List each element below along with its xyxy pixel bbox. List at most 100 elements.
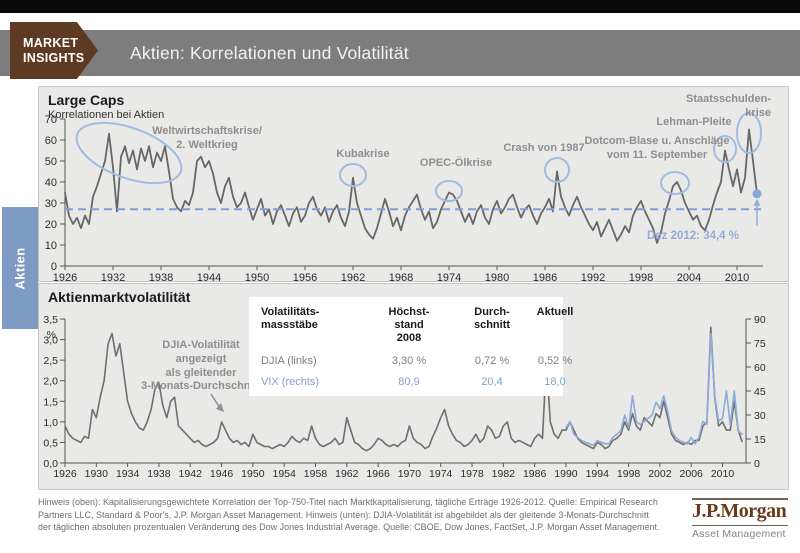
annotation-weltwirtschaftskrise: Weltwirtschaftskrise/ 2. Weltkrieg <box>152 125 262 151</box>
svg-text:1974: 1974 <box>429 468 453 480</box>
svg-text:1994: 1994 <box>586 468 610 480</box>
table-header-cell: Höchst- stand 2008 <box>388 306 430 345</box>
cell-value: 0,52 % <box>537 354 573 367</box>
logo-wordmark: J.P.Morgan <box>692 498 788 526</box>
market-insights-badge: MARKET INSIGHTS <box>10 22 98 79</box>
crisis-ellipse <box>713 135 737 163</box>
svg-text:1998: 1998 <box>629 272 653 283</box>
page-title: Aktien: Korrelationen und Volatilität <box>130 43 409 63</box>
annotation-staatsschulden: Staatsschulden- krise <box>686 93 771 119</box>
table-header-cell: Durch- schnitt <box>473 306 511 332</box>
crisis-ellipse <box>544 157 570 183</box>
svg-text:1,0: 1,0 <box>43 417 58 429</box>
svg-text:1944: 1944 <box>197 272 221 283</box>
logo-subtitle: Asset Management <box>692 528 786 540</box>
table-header-row: Volatilitäts- massstäbe Höchst- stand 20… <box>261 306 573 346</box>
svg-text:3,0: 3,0 <box>43 335 58 347</box>
row-label: VIX (rechts) <box>261 375 320 388</box>
svg-text:2004: 2004 <box>677 272 701 283</box>
chart-subtitle: Korrelationen bei Aktien <box>48 109 165 121</box>
annotation-djia-volatility: DJIA-Volatilität angezeigt als gleitende… <box>141 339 261 393</box>
svg-text:1998: 1998 <box>617 468 641 480</box>
svg-text:50: 50 <box>45 156 57 168</box>
svg-text:1932: 1932 <box>101 272 125 283</box>
table-row: VIX (rechts) 80,9 20,4 18,0 <box>261 375 566 388</box>
svg-text:1926: 1926 <box>53 272 77 283</box>
chart-title: Aktienmarktvolatilität <box>48 289 191 305</box>
annotation-lehman: Lehman-Pleite <box>656 116 732 128</box>
svg-text:0,0: 0,0 <box>43 458 58 470</box>
volatility-table: Volatilitäts- massstäbe Höchst- stand 20… <box>249 297 573 396</box>
crisis-ellipse <box>660 171 690 195</box>
svg-text:1954: 1954 <box>272 468 296 480</box>
svg-text:10: 10 <box>45 240 57 252</box>
svg-text:20: 20 <box>45 219 57 231</box>
correlation-chart: 0 10 20 30 40 50 60 70 1926 1932 1938 1944 1950 1956 1… <box>45 112 763 283</box>
svg-text:1982: 1982 <box>492 468 516 480</box>
svg-text:2010: 2010 <box>725 272 749 283</box>
crisis-ellipse <box>435 180 463 202</box>
svg-text:1926: 1926 <box>53 468 77 480</box>
cell-value: 18,0 <box>544 375 566 388</box>
jpmorgan-logo: J.P.Morgan Asset Management <box>692 498 788 540</box>
svg-text:70: 70 <box>45 114 57 126</box>
svg-text:1942: 1942 <box>179 468 203 480</box>
annotation-dotcom: Dotcom-Blase u. Anschläge vom 11. Septem… <box>584 135 730 161</box>
svg-text:60: 60 <box>45 135 57 147</box>
dec-2012-arrow <box>753 198 761 206</box>
svg-text:15: 15 <box>754 434 766 446</box>
svg-text:1946: 1946 <box>210 468 234 480</box>
svg-text:1968: 1968 <box>389 272 413 283</box>
table-row: DJIA (links) 3,30 % 0,72 % 0,52 % <box>261 354 572 367</box>
sidebar-tab-aktien[interactable]: Aktien <box>2 207 38 329</box>
annotation-crash-1987: Crash von 1987 <box>503 142 585 154</box>
cell-value: 80,9 <box>398 375 420 388</box>
dec-2012-label: Dez 2012: 34,4 % <box>646 230 739 242</box>
volatility-chart: 0,0 0,5 1,0 1,5 2,0 2,5 3,0 3,5% 0 15 30 45 60 75 90 19… <box>43 314 766 480</box>
svg-text:1958: 1958 <box>304 468 328 480</box>
correlation-panel: 0 10 20 30 40 50 60 70 1926 1932 1938 1944 1950 1956 1… <box>38 86 789 283</box>
badge-line2: INSIGHTS <box>23 50 85 65</box>
crisis-ellipse <box>75 121 183 185</box>
crisis-ellipse <box>339 163 367 187</box>
svg-text:2010: 2010 <box>711 468 735 480</box>
svg-text:1980: 1980 <box>485 272 509 283</box>
svg-text:1962: 1962 <box>341 272 365 283</box>
svg-text:%: % <box>47 329 56 341</box>
footer-note: Hinweis (oben): Kapitalisierungsgewichte… <box>38 497 660 533</box>
svg-text:1974: 1974 <box>437 272 461 283</box>
badge-line1: MARKET <box>23 36 79 51</box>
annotation-arrow <box>216 403 224 412</box>
svg-text:1962: 1962 <box>335 468 359 480</box>
svg-text:1950: 1950 <box>245 272 269 283</box>
svg-text:0,5: 0,5 <box>43 437 58 449</box>
svg-text:2,0: 2,0 <box>43 376 58 388</box>
svg-text:90: 90 <box>754 314 766 326</box>
crisis-ellipse <box>736 112 762 154</box>
svg-text:30: 30 <box>45 198 57 210</box>
svg-text:2,5: 2,5 <box>43 355 58 367</box>
annotation-kubakrise: Kubakrise <box>336 148 390 160</box>
sidebar-tab-label: Aktien <box>12 246 28 290</box>
svg-text:1950: 1950 <box>241 468 265 480</box>
svg-text:1,5: 1,5 <box>43 396 58 408</box>
svg-text:3,5: 3,5 <box>43 314 58 326</box>
cell-value: 20,4 <box>481 375 503 388</box>
header-bar <box>0 30 800 76</box>
svg-text:1956: 1956 <box>293 272 317 283</box>
svg-text:1938: 1938 <box>147 468 171 480</box>
svg-text:40: 40 <box>45 177 57 189</box>
svg-text:0: 0 <box>754 458 760 470</box>
svg-text:1970: 1970 <box>398 468 422 480</box>
svg-text:2002: 2002 <box>648 468 672 480</box>
svg-text:1934: 1934 <box>116 468 140 480</box>
cell-value: 0,72 % <box>474 354 510 367</box>
svg-text:2006: 2006 <box>680 468 704 480</box>
dec-2012-dot <box>752 189 762 199</box>
svg-text:1986: 1986 <box>533 272 557 283</box>
svg-text:1992: 1992 <box>581 272 605 283</box>
svg-text:1966: 1966 <box>366 468 390 480</box>
svg-text:0: 0 <box>51 261 57 273</box>
chart-title: Large Caps <box>48 92 125 108</box>
